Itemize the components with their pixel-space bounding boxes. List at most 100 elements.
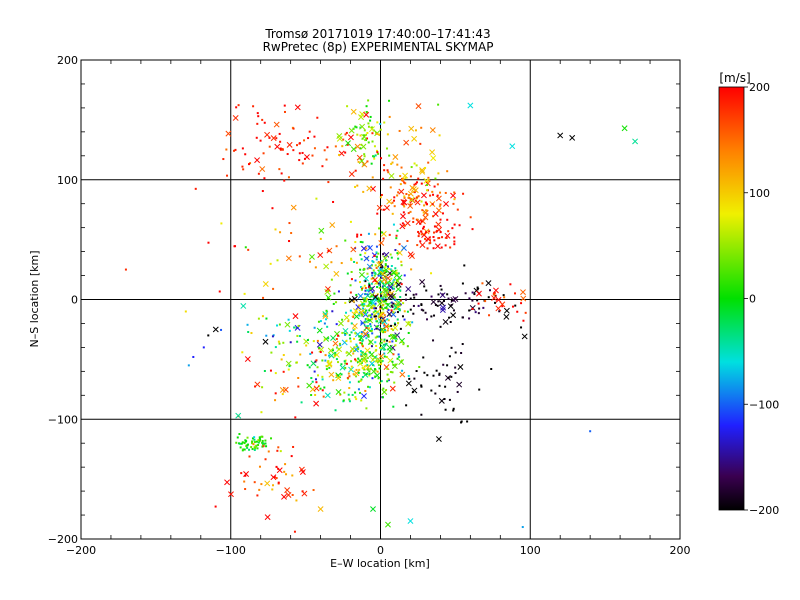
data-point <box>386 289 389 292</box>
data-point <box>394 363 397 366</box>
data-point <box>360 399 363 402</box>
data-point <box>250 332 253 335</box>
data-point <box>370 162 373 165</box>
data-point <box>473 293 476 296</box>
data-point <box>330 278 333 281</box>
data-point <box>400 166 403 169</box>
data-point <box>415 181 418 184</box>
data-point <box>420 384 423 387</box>
data-point <box>422 227 425 230</box>
data-point <box>394 344 397 347</box>
colorbar-unit: [m/s] <box>719 71 750 85</box>
data-point <box>274 399 277 402</box>
data-point <box>501 305 504 308</box>
data-point <box>235 412 242 419</box>
data-point <box>375 251 378 254</box>
data-point <box>412 220 415 223</box>
data-point <box>432 193 435 196</box>
data-point <box>405 404 408 407</box>
data-point <box>380 193 383 196</box>
data-point <box>393 303 400 310</box>
data-point <box>381 319 384 322</box>
data-point <box>337 320 344 327</box>
data-point <box>384 306 387 309</box>
data-point <box>392 154 399 160</box>
data-point <box>359 335 362 338</box>
data-point <box>370 506 376 513</box>
data-point <box>438 372 441 375</box>
data-point <box>347 372 350 375</box>
data-point <box>376 300 383 307</box>
data-point <box>328 371 335 378</box>
data-point <box>194 187 197 190</box>
data-point <box>386 303 389 306</box>
data-point <box>399 223 406 230</box>
data-point <box>327 181 330 184</box>
data-point <box>373 274 376 277</box>
data-point <box>447 376 450 379</box>
data-point <box>239 446 242 449</box>
data-point <box>386 380 389 383</box>
y-tick-label: 100 <box>57 174 78 187</box>
data-point <box>520 289 526 296</box>
data-point <box>360 312 363 315</box>
data-point <box>415 196 418 199</box>
data-point <box>491 295 498 301</box>
data-point <box>315 197 318 200</box>
data-point <box>343 360 346 363</box>
data-point <box>413 191 416 194</box>
data-point <box>381 276 388 283</box>
data-point <box>394 277 401 284</box>
data-point <box>409 203 412 206</box>
data-point <box>360 288 363 291</box>
data-point <box>364 252 367 255</box>
data-point <box>509 143 516 150</box>
data-point <box>310 377 313 380</box>
data-point <box>354 332 357 335</box>
data-point <box>319 387 322 390</box>
data-point <box>376 149 379 152</box>
data-point <box>350 146 357 153</box>
data-point <box>325 158 328 161</box>
data-point <box>476 286 479 289</box>
data-point <box>292 445 295 448</box>
data-point <box>336 346 343 353</box>
data-point <box>374 317 377 320</box>
data-point <box>370 328 373 331</box>
data-point <box>487 296 490 299</box>
data-point <box>402 172 409 179</box>
data-point <box>376 204 383 211</box>
data-point <box>382 308 385 311</box>
data-point <box>395 281 402 288</box>
data-point <box>396 194 399 197</box>
data-point <box>389 253 392 256</box>
data-point <box>324 354 327 357</box>
data-point <box>388 233 391 236</box>
data-point <box>439 325 442 328</box>
data-point <box>435 436 442 442</box>
data-point <box>402 343 405 346</box>
data-point <box>343 391 346 394</box>
data-point <box>400 179 403 182</box>
data-point <box>437 103 440 106</box>
data-point <box>382 208 385 211</box>
data-point <box>341 331 344 334</box>
data-point <box>391 269 398 276</box>
data-point <box>393 199 396 202</box>
data-point <box>368 386 371 389</box>
data-point <box>284 321 291 328</box>
data-point <box>391 340 394 343</box>
data-point <box>363 268 366 271</box>
data-point <box>420 182 423 185</box>
data-point <box>461 343 464 346</box>
data-point <box>295 326 298 329</box>
data-point <box>261 445 264 448</box>
data-point <box>382 311 385 314</box>
data-point <box>407 374 410 377</box>
data-point <box>349 368 352 371</box>
data-point <box>326 361 333 368</box>
data-point <box>296 144 299 147</box>
data-point <box>358 158 365 164</box>
data-point <box>350 257 353 260</box>
data-point <box>311 351 314 354</box>
